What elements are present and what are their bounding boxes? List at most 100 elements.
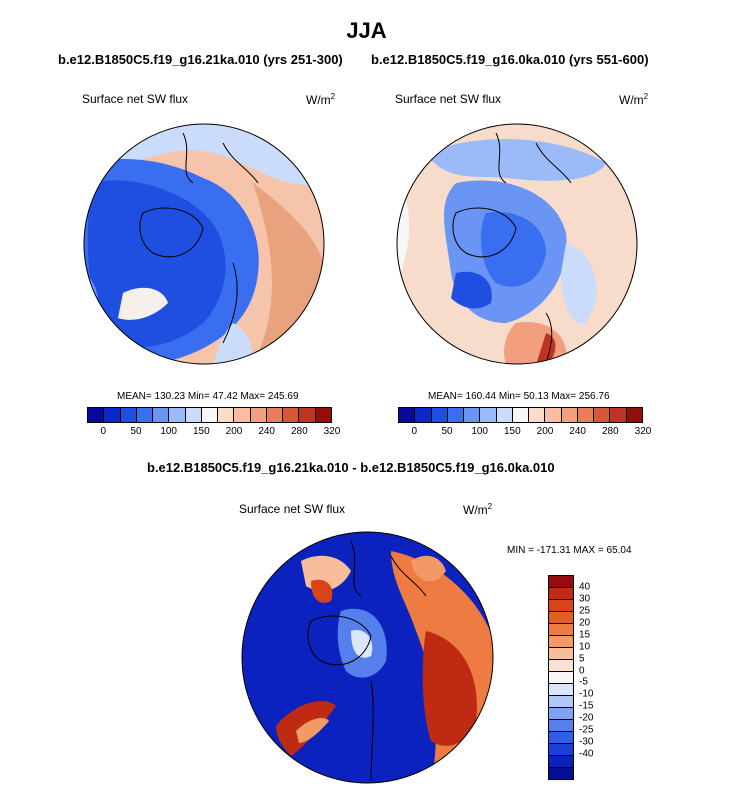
colorbar-swatch	[104, 408, 121, 422]
colorbar-swatch	[610, 408, 627, 422]
diff-units-label: W/m2	[463, 502, 493, 517]
left-units-label: W/m2	[306, 92, 336, 107]
colorbar-swatch	[549, 696, 573, 708]
colorbar-swatch	[315, 408, 331, 422]
colorbar-tick-label: 0	[100, 426, 107, 437]
colorbar-swatch	[549, 672, 573, 684]
colorbar-swatch	[399, 408, 416, 422]
colorbar-swatch	[549, 660, 573, 672]
colorbar-tick-label: 50	[130, 426, 142, 437]
colorbar-swatch	[415, 408, 432, 422]
colorbar-swatch	[218, 408, 235, 422]
colorbar-swatch	[549, 600, 573, 612]
page-title: JJA	[346, 18, 387, 43]
colorbar-tick-label: 0	[411, 426, 418, 437]
diff-polar-map	[241, 531, 494, 784]
colorbar-swatch	[88, 408, 105, 422]
colorbar-swatch	[549, 648, 573, 660]
colorbar-tick-label: 280	[290, 426, 308, 437]
colorbar-tick-label: 30	[579, 593, 591, 605]
colorbar-swatch	[136, 408, 154, 422]
colorbar-tick-label: 320	[634, 426, 652, 437]
left-colorbar: 0 50 100 150 200 240 280 320	[87, 407, 341, 437]
colorbar-tick-label: -20	[579, 712, 594, 724]
right-units-label: W/m2	[619, 92, 649, 107]
left-colorbar-ticks: 0 50 100 150 200 240 280 320	[87, 423, 341, 437]
colorbar-tick-label: 0	[579, 665, 585, 677]
right-polar-map	[396, 123, 638, 365]
colorbar-tick-label: 40	[579, 581, 591, 593]
colorbar-swatch	[480, 408, 497, 422]
diff-colorbar-ticks: 40 30 25 20 15 10 5 0 -5 -10 -15 -20 -25 -30 -40	[579, 575, 609, 778]
colorbar-tick-label: 280	[601, 426, 619, 437]
colorbar-tick-label: 320	[323, 426, 341, 437]
colorbar-swatch	[512, 408, 530, 422]
colorbar-swatch	[549, 612, 573, 624]
right-stats: MEAN= 160.44 Min= 50.13 Max= 256.76	[428, 391, 610, 402]
colorbar-swatch	[201, 408, 219, 422]
left-colorbar-swatches	[87, 407, 332, 423]
colorbar-tick-label: -15	[579, 700, 594, 712]
colorbar-tick-label: -25	[579, 724, 594, 736]
colorbar-tick-label: -5	[579, 676, 588, 688]
colorbar-swatch	[594, 408, 611, 422]
colorbar-swatch	[549, 624, 573, 636]
colorbar-swatch	[549, 756, 573, 768]
colorbar-swatch	[549, 636, 573, 648]
colorbar-swatch	[529, 408, 546, 422]
colorbar-tick-label: 5	[579, 653, 585, 665]
colorbar-swatch	[283, 408, 300, 422]
colorbar-tick-label: 150	[503, 426, 521, 437]
colorbar-tick-label: -30	[579, 736, 594, 748]
colorbar-swatch	[561, 408, 578, 422]
right-case-title: b.e12.B1850C5.f19_g16.0ka.010 (yrs 551-6…	[371, 52, 649, 67]
diff-stats: MIN = -171.31 MAX = 65.04	[507, 545, 632, 556]
right-variable-label: Surface net SW flux	[395, 92, 502, 106]
colorbar-swatch	[266, 408, 284, 422]
right-colorbar-ticks: 0 50 100 150 200 240 280 320	[398, 423, 652, 437]
colorbar-tick-label: 150	[192, 426, 210, 437]
colorbar-swatch	[549, 744, 573, 756]
colorbar-tick-label: 25	[579, 605, 591, 617]
left-stats: MEAN= 130.23 Min= 47.42 Max= 245.69	[117, 391, 299, 402]
left-case-title: b.e12.B1850C5.f19_g16.21ka.010 (yrs 251-…	[58, 52, 343, 67]
colorbar-swatch	[464, 408, 481, 422]
diff-colorbar-swatches	[548, 575, 574, 780]
colorbar-swatch	[626, 408, 642, 422]
colorbar-swatch	[185, 408, 202, 422]
colorbar-swatch	[549, 684, 573, 696]
colorbar-tick-label: 20	[579, 617, 591, 629]
colorbar-swatch	[545, 408, 562, 422]
colorbar-swatch	[120, 408, 137, 422]
colorbar-swatch	[549, 732, 573, 744]
colorbar-swatch	[549, 768, 573, 779]
colorbar-tick-label: 100	[471, 426, 488, 437]
colorbar-swatch	[234, 408, 251, 422]
colorbar-tick-label: -10	[579, 688, 594, 700]
diff-case-title: b.e12.B1850C5.f19_g16.21ka.010 - b.e12.B…	[147, 460, 555, 475]
left-variable-label: Surface net SW flux	[82, 92, 189, 106]
colorbar-tick-label: 100	[160, 426, 177, 437]
colorbar-swatch	[169, 408, 186, 422]
colorbar-tick-label: 50	[441, 426, 453, 437]
colorbar-swatch	[496, 408, 513, 422]
left-polar-map	[83, 123, 325, 365]
colorbar-tick-label: -40	[579, 748, 594, 760]
colorbar-swatch	[250, 408, 267, 422]
colorbar-tick-label: 200	[536, 426, 554, 437]
diff-colorbar: 40 30 25 20 15 10 5 0 -5 -10 -15 -20 -25 -30 -40	[548, 575, 593, 780]
colorbar-tick-label: 10	[579, 641, 591, 653]
colorbar-swatch	[577, 408, 595, 422]
colorbar-swatch	[447, 408, 465, 422]
colorbar-swatch	[549, 588, 573, 600]
colorbar-swatch	[431, 408, 448, 422]
colorbar-tick-label: 15	[579, 629, 591, 641]
colorbar-swatch	[299, 408, 316, 422]
colorbar-swatch	[549, 708, 573, 720]
colorbar-swatch	[153, 408, 170, 422]
right-colorbar: 0 50 100 150 200 240 280 320	[398, 407, 652, 437]
colorbar-swatch	[549, 576, 573, 588]
right-colorbar-swatches	[398, 407, 643, 423]
colorbar-tick-label: 200	[225, 426, 243, 437]
colorbar-swatch	[549, 720, 573, 732]
